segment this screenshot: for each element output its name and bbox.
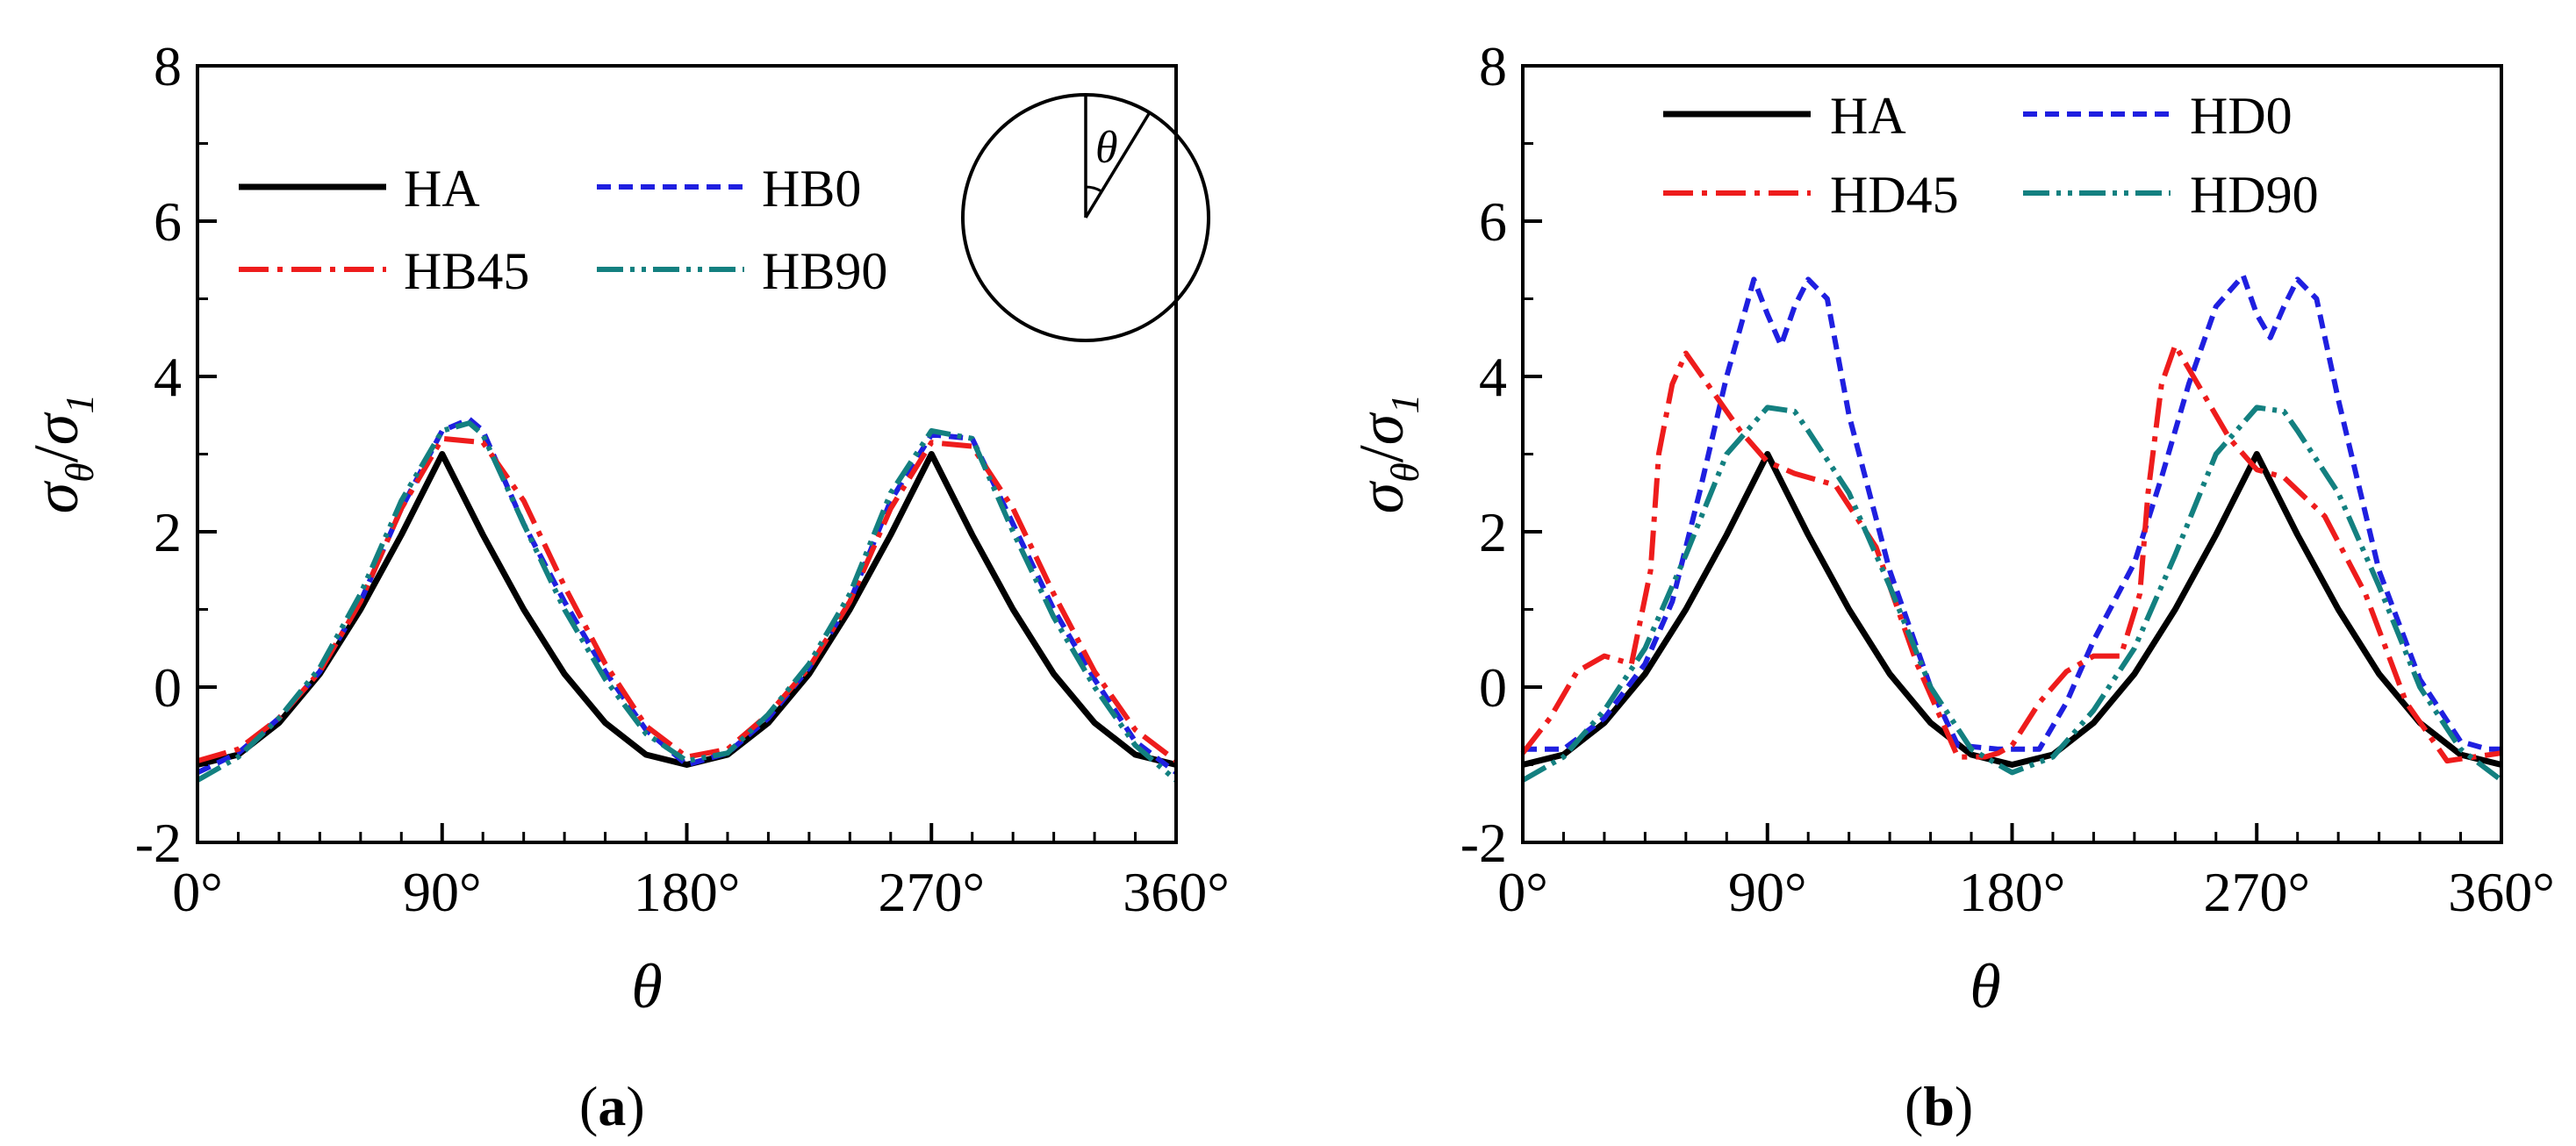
legend-item-hd45: HD45 bbox=[1663, 166, 1959, 224]
hole-angle-inset: θ bbox=[961, 93, 1210, 342]
x-tick-label: 360° bbox=[1123, 861, 1230, 923]
y-tick-label: -2 bbox=[1460, 812, 1507, 874]
series-line-hd45 bbox=[1520, 342, 2502, 764]
x-tick-label: 0° bbox=[1497, 861, 1548, 923]
panel-b-x-axis-title: θ bbox=[1970, 951, 2000, 1021]
y-tick-label: 0 bbox=[1479, 656, 1507, 719]
x-tick-label: 90° bbox=[1728, 861, 1807, 923]
legend-item-hb0: HB0 bbox=[597, 160, 861, 218]
inset-angled-ray bbox=[1084, 111, 1152, 218]
panel-b-series-lines bbox=[1520, 273, 2503, 783]
inset-angle-arc bbox=[1085, 185, 1102, 193]
panel-a-plot-frame bbox=[196, 64, 1178, 844]
legend-item-hd0: HD0 bbox=[2023, 87, 2293, 145]
x-tick-label: 270° bbox=[878, 861, 985, 923]
y-tick-label: 6 bbox=[154, 190, 182, 253]
legend-item-ha-b: HA bbox=[1663, 87, 1906, 145]
series-line-hb45 bbox=[197, 435, 1178, 763]
panel-b-ticks: 0° 90° 180° 270° 360° -2 0 2 4 6 8 bbox=[1460, 35, 2555, 923]
legend-label-hd90: HD90 bbox=[2190, 166, 2319, 224]
panel-b-legend: HA HD0 HD45 HD90 bbox=[1663, 87, 2319, 224]
panel-a-caption: (a) bbox=[579, 1075, 645, 1137]
inset-theta-label: θ bbox=[1095, 123, 1118, 173]
x-tick-label: 90° bbox=[403, 861, 482, 923]
y-tick-label: 0 bbox=[154, 656, 182, 719]
panel-b-plot-frame bbox=[1521, 64, 2503, 844]
legend-item-hd90: HD90 bbox=[2023, 166, 2319, 224]
legend-label-hb90: HB90 bbox=[762, 242, 887, 300]
x-tick-label: 0° bbox=[172, 861, 223, 923]
series-line-hd90 bbox=[1521, 405, 2503, 783]
panel-a: 0° 90° 180° 270° 360° -2 0 2 4 6 8 σθ/σ1 θ (a) HA … bbox=[21, 35, 1230, 1137]
panel-a-y-axis-title: σθ/σ1 bbox=[21, 394, 102, 514]
series-line-ha bbox=[197, 451, 1177, 768]
series-line-hb90 bbox=[196, 420, 1178, 783]
legend-item-ha: HA bbox=[239, 160, 480, 218]
panel-b-caption: (b) bbox=[1905, 1075, 1973, 1137]
legend-item-hb90: HB90 bbox=[597, 242, 887, 300]
legend-label-ha: HA bbox=[404, 160, 480, 218]
panel-a-ticks: 0° 90° 180° 270° 360° -2 0 2 4 6 8 bbox=[135, 35, 1230, 923]
x-tick-label: 360° bbox=[2448, 861, 2555, 923]
panel-a-legend: HA HB0 HB45 HB90 bbox=[239, 160, 887, 300]
panel-b: 0° 90° 180° 270° 360° -2 0 2 4 6 8 σθ/σ1 θ (b) HA … bbox=[1346, 35, 2555, 1137]
y-tick-label: 8 bbox=[154, 35, 182, 97]
y-tick-label: 4 bbox=[154, 346, 182, 408]
y-tick-label: 2 bbox=[1479, 501, 1507, 563]
x-tick-label: 270° bbox=[2203, 861, 2310, 923]
legend-label-hd45: HD45 bbox=[1830, 166, 1959, 224]
x-tick-label: 180° bbox=[1959, 861, 2066, 923]
series-line-hb0 bbox=[196, 416, 1178, 776]
panel-a-series-lines bbox=[196, 416, 1178, 783]
y-tick-label: 4 bbox=[1479, 346, 1507, 408]
legend-label-hb45: HB45 bbox=[404, 242, 529, 300]
series-line-hd0 bbox=[1523, 273, 2501, 752]
legend-label-hb0: HB0 bbox=[762, 160, 861, 218]
y-tick-label: 6 bbox=[1479, 190, 1507, 253]
y-tick-label: 8 bbox=[1479, 35, 1507, 97]
y-tick-label: 2 bbox=[154, 501, 182, 563]
legend-label-ha-b: HA bbox=[1830, 87, 1906, 145]
legend-item-hb45: HB45 bbox=[239, 242, 529, 300]
legend-label-hd0: HD0 bbox=[2190, 87, 2293, 145]
panel-a-x-axis-title: θ bbox=[631, 951, 662, 1021]
series-line-ha bbox=[1522, 451, 2502, 768]
y-tick-label: -2 bbox=[135, 812, 182, 874]
panel-b-y-axis-title: σθ/σ1 bbox=[1346, 394, 1427, 514]
x-tick-label: 180° bbox=[634, 861, 741, 923]
